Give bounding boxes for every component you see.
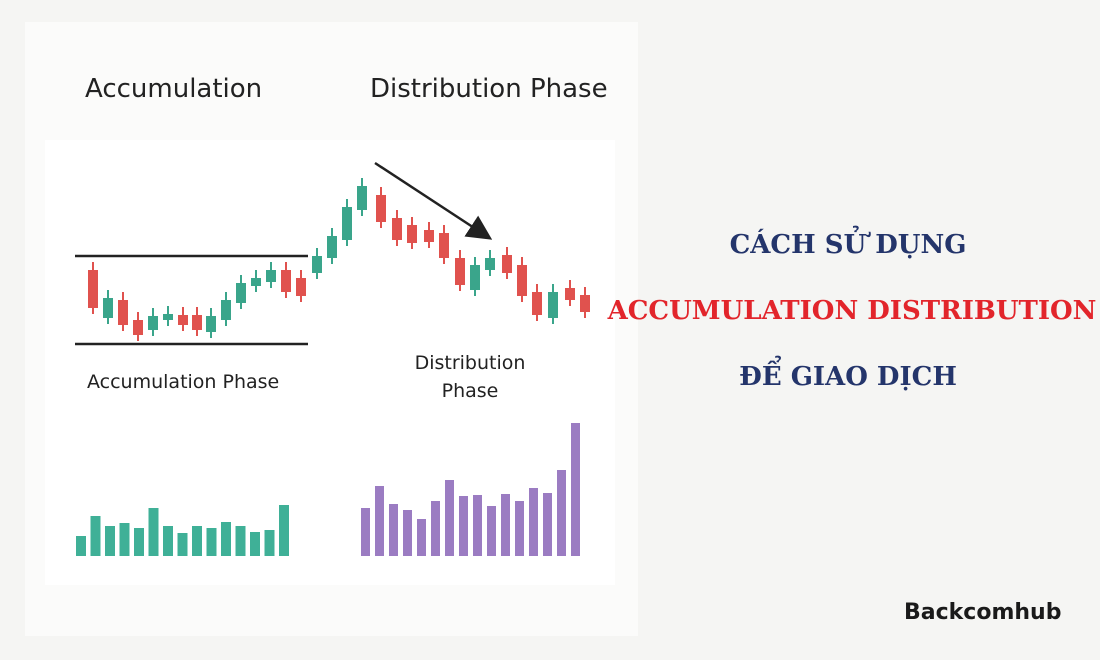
candle-body xyxy=(312,256,322,273)
volume-bar xyxy=(148,508,159,556)
trend-arrow xyxy=(374,161,493,240)
candle-body xyxy=(580,295,590,312)
candle-body xyxy=(517,265,527,296)
volume-bar xyxy=(487,506,496,556)
candle-body xyxy=(103,298,113,318)
volume-bar xyxy=(431,501,440,556)
candle-body xyxy=(192,315,202,330)
volume-bar xyxy=(445,480,454,556)
candle-body xyxy=(118,300,128,325)
candle-body xyxy=(439,233,449,258)
volume-bar xyxy=(206,528,217,556)
candle-body xyxy=(342,207,352,240)
volume-bar xyxy=(279,505,289,556)
volume-bar xyxy=(571,423,580,556)
candle-body xyxy=(296,278,306,296)
volume-bar xyxy=(557,470,566,556)
volume-bar xyxy=(76,536,86,556)
candle-body xyxy=(148,316,158,330)
illustration-marks xyxy=(76,178,590,556)
candle-body xyxy=(485,258,495,270)
phase-label: Phase xyxy=(442,380,499,402)
candle-body xyxy=(266,270,276,282)
candle-body xyxy=(281,270,291,292)
volume-bar xyxy=(177,533,188,556)
phase-label: Accumulation Phase xyxy=(87,371,279,393)
volume-bar xyxy=(105,526,115,556)
headline: ACCUMULATION DISTRIBUTION xyxy=(607,296,1097,326)
candle-body xyxy=(565,288,575,300)
volume-bar xyxy=(361,508,370,556)
phase-label: Distribution xyxy=(415,352,526,374)
candle-body xyxy=(178,315,188,325)
volume-bar xyxy=(163,526,173,556)
volume-bar xyxy=(221,522,231,556)
candle-body xyxy=(357,186,367,210)
volume-bar xyxy=(459,496,468,556)
volume-bar xyxy=(90,516,101,556)
candle-body xyxy=(548,292,558,318)
headline: ĐỂ GIAO DỊCH xyxy=(739,356,957,392)
volume-bar xyxy=(417,519,426,556)
volume-bar xyxy=(235,526,246,556)
brand: Backcomhub xyxy=(904,600,1061,625)
candle-body xyxy=(236,283,246,303)
candle-body xyxy=(206,316,216,332)
volume-bar xyxy=(389,504,398,556)
candle-body xyxy=(251,278,261,286)
headline: CÁCH SỬ DỤNG xyxy=(730,225,967,260)
volume-bar xyxy=(250,532,260,556)
volume-bar xyxy=(192,526,202,556)
volume-bar xyxy=(515,501,524,556)
candle-body xyxy=(221,300,231,320)
volume-bar xyxy=(543,493,552,556)
candle-body xyxy=(163,314,173,320)
volume-bar xyxy=(134,528,144,556)
candle-body xyxy=(455,258,465,285)
volume-bar xyxy=(375,486,384,556)
volume-bar xyxy=(473,495,482,556)
volume-bar xyxy=(119,523,130,556)
candle-body xyxy=(376,195,386,222)
candle-body xyxy=(502,255,512,273)
volume-bar xyxy=(501,494,510,556)
volume-bar xyxy=(264,530,275,556)
candle-body xyxy=(532,292,542,315)
candle-body xyxy=(88,270,98,308)
candle-body xyxy=(470,265,480,290)
heading: Distribution Phase xyxy=(370,74,608,104)
volume-bar xyxy=(403,510,412,556)
candle-body xyxy=(424,230,434,242)
candle-body xyxy=(392,218,402,240)
candle-body xyxy=(133,320,143,335)
volume-bar xyxy=(529,488,538,556)
candle-body xyxy=(327,236,337,258)
heading: Accumulation xyxy=(85,74,262,104)
candle-body xyxy=(407,225,417,243)
